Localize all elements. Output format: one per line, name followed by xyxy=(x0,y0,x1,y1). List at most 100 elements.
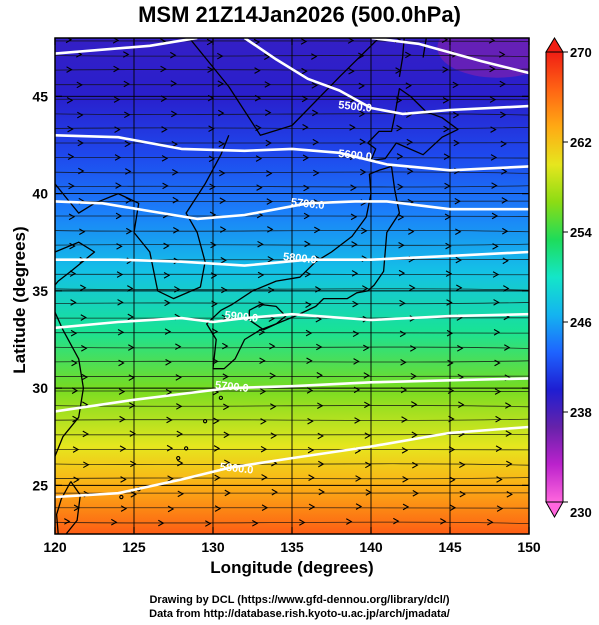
streamline-arrow xyxy=(170,80,177,87)
streamline-arrow xyxy=(127,285,134,292)
streamline-arrow xyxy=(407,168,414,175)
streamline-arrow xyxy=(363,372,370,379)
streamline-arrow xyxy=(220,226,227,233)
contour-line xyxy=(55,312,529,330)
streamline-arrow xyxy=(177,459,184,467)
streamline-arrow xyxy=(124,140,131,148)
streamline xyxy=(55,360,529,363)
streamline-arrow xyxy=(349,124,356,131)
streamline-arrow xyxy=(453,139,460,147)
streamline-arrow xyxy=(491,212,499,220)
coastline xyxy=(55,481,72,534)
streamline-arrow xyxy=(312,138,319,146)
streamline-arrow xyxy=(171,140,178,148)
streamline-arrow xyxy=(65,38,73,44)
streamline-arrow xyxy=(221,286,228,294)
streamline-arrow xyxy=(177,490,184,498)
streamline-arrow xyxy=(358,82,365,90)
streamline-arrow xyxy=(79,228,86,236)
contour-line xyxy=(55,134,529,172)
streamline-arrow xyxy=(161,155,169,162)
streamline-arrow xyxy=(271,488,278,496)
streamline-arrow xyxy=(493,299,500,306)
streamline-arrow xyxy=(71,359,78,367)
streamline-arrow xyxy=(490,126,497,133)
streamline-arrow xyxy=(127,313,134,321)
streamline-arrow xyxy=(119,445,127,452)
streamline-arrow xyxy=(504,344,511,351)
streamline xyxy=(55,332,529,334)
streamline-arrow xyxy=(350,213,358,221)
x-axis-label: Longitude (degrees) xyxy=(210,558,374,577)
streamline-arrow xyxy=(445,270,453,277)
streamline xyxy=(55,346,529,349)
streamline-arrow xyxy=(257,271,265,279)
contour-line xyxy=(55,200,529,221)
streamline-arrow xyxy=(490,154,498,161)
streamline-arrow xyxy=(116,243,123,250)
streamline-arrow xyxy=(358,52,365,60)
streamline-arrow xyxy=(261,504,269,511)
streamline-arrow xyxy=(66,97,74,104)
colorbar-tick-label: 262 xyxy=(570,135,592,150)
streamline-arrow xyxy=(220,257,227,264)
streamline-arrow xyxy=(311,82,318,89)
streamline-arrow xyxy=(411,431,418,439)
streamline-arrow xyxy=(158,519,165,527)
streamline-arrow xyxy=(306,387,314,394)
streamline-arrow xyxy=(352,300,359,308)
streamline-arrow xyxy=(397,183,404,191)
streamline xyxy=(55,521,529,524)
streamline-arrow xyxy=(489,65,496,73)
streamline-arrow xyxy=(214,505,222,512)
streamline xyxy=(55,288,529,291)
streamline-arrow xyxy=(214,474,221,482)
streamline-arrow xyxy=(457,345,464,352)
streamline-arrow xyxy=(268,286,275,294)
x-axis-ticks: 120 125 130 135 140 145 150 xyxy=(43,38,541,555)
streamline-arrow xyxy=(402,503,410,511)
streamline-arrow xyxy=(163,242,170,250)
streamline-arrow xyxy=(400,359,407,366)
streamline-arrow xyxy=(163,272,171,279)
streamline xyxy=(55,507,529,509)
streamline-arrow xyxy=(175,343,182,350)
streamline-arrow xyxy=(218,109,225,117)
streamline-arrow xyxy=(447,359,454,367)
streamline-arrow xyxy=(491,182,498,189)
streamline-arrow xyxy=(211,328,219,335)
colorbar-tick-label: 230 xyxy=(570,505,592,520)
colorbar-tick-label: 254 xyxy=(570,225,592,240)
streamline xyxy=(55,98,529,101)
x-tick-label: 120 xyxy=(43,539,67,555)
streamline-arrow xyxy=(355,475,362,482)
streamline-arrow xyxy=(267,256,274,263)
streamline-arrow xyxy=(255,155,263,162)
streamline-arrow xyxy=(118,388,126,395)
streamline-arrow xyxy=(318,460,325,468)
contour-line xyxy=(55,250,529,267)
streamline-arrow xyxy=(360,168,367,176)
streamline-arrow xyxy=(449,476,456,484)
streamline-arrow xyxy=(224,459,231,467)
coastline xyxy=(367,87,459,162)
streamline-arrow xyxy=(69,270,77,277)
streamline-arrow xyxy=(495,445,503,452)
streamline-arrow xyxy=(171,110,178,118)
streamline-arrow xyxy=(442,66,449,73)
streamline-arrow xyxy=(128,344,135,351)
contour-line xyxy=(55,425,529,499)
y-tick-label: 30 xyxy=(32,380,48,396)
streamline-arrow xyxy=(305,301,312,308)
streamline-arrow xyxy=(223,403,230,411)
streamline-arrow xyxy=(500,111,507,119)
streamline-arrow xyxy=(218,140,225,148)
streamline-arrow xyxy=(176,430,183,438)
streamline-arrow xyxy=(270,403,277,410)
streamline-arrow xyxy=(405,51,412,59)
streamline-arrow xyxy=(355,503,363,510)
streamline-arrow xyxy=(455,256,462,264)
streamline-arrow xyxy=(445,242,452,250)
streamline-arrow xyxy=(401,447,409,454)
x-tick-label: 150 xyxy=(517,539,541,555)
